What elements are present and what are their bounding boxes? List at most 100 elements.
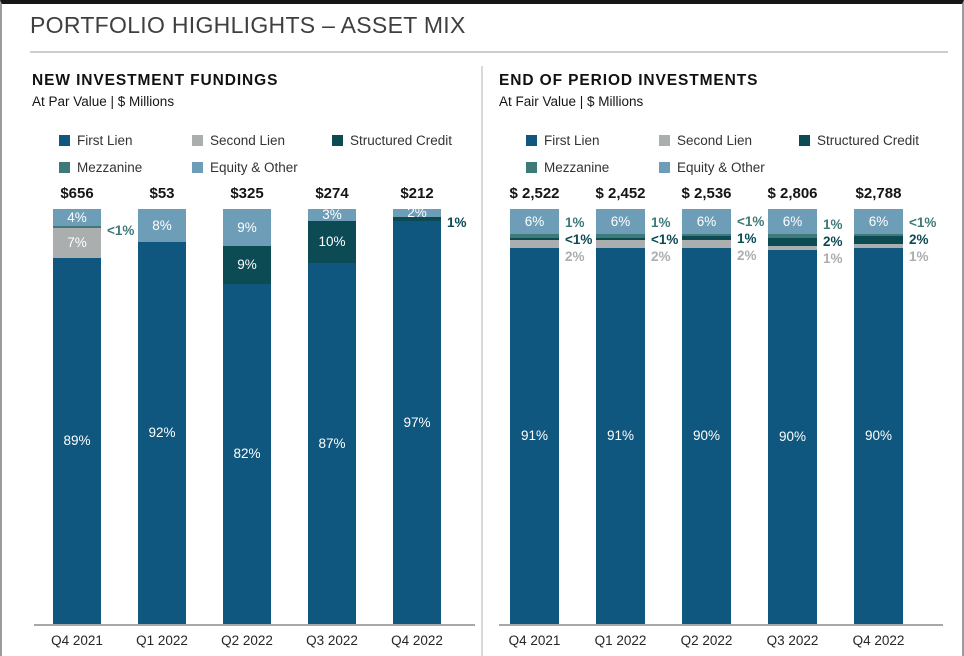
x-axis-label: Q4 2021 [51,633,103,648]
chart-title: END OF PERIOD INVESTMENTS [499,72,759,89]
bar-segment-structured-credit [854,235,903,244]
segment-label: 87% [318,435,346,451]
bar-segment-first-lien: 91% [596,247,645,624]
legend-item-first-lien: First Lien [59,133,133,148]
stacked-bar-q3-2022: 6% 90% [768,209,817,624]
bar-segment-mezzanine [510,233,559,239]
panel-end-of-period-investments: END OF PERIOD INVESTMENTS At Fair Value … [499,66,962,656]
segment-annotation-structured-credit: 2% [909,232,929,248]
bar-total-label: $ 2,536 [681,185,732,202]
segment-label: 10% [318,234,346,250]
legend-swatch-icon [526,135,537,146]
bar-segment-equity-other: 2% [393,206,441,219]
segment-label: 6% [782,213,803,229]
bar-segment-equity-other: 6% [768,209,817,234]
legend-label: First Lien [544,133,600,148]
legend-item-second-lien: Second Lien [659,133,752,148]
bar-segment-equity-other: 6% [854,209,903,234]
bar-segment-mezzanine [53,225,101,229]
legend-item-equity-other: Equity & Other [192,160,298,175]
segment-label: 89% [63,433,91,448]
segment-annotation-second-lien: 2% [565,248,585,264]
plot-area: 6% 91% $ 2,522 Q4 2021 1% <1% 2% 6% 91% $ 2,452 Q1… [499,185,962,648]
legend-item-mezzanine: Mezzanine [526,160,609,175]
bar-segment-first-lien: 90% [768,250,817,624]
legend-label: Equity & Other [677,160,765,175]
legend-item-equity-other: Equity & Other [659,160,765,175]
stacked-bar-q2-2022: 9% 9% 82% [223,209,271,624]
bar-segment-second-lien [596,239,645,248]
legend-label: Mezzanine [544,160,610,175]
segment-annotation-mezzanine: <1% [909,215,937,231]
segment-label: 3% [322,207,342,223]
bar-segment-structured-credit: 9% [223,246,271,284]
segment-label: 6% [524,213,545,229]
x-axis-label: Q2 2022 [680,633,733,648]
bar-segment-second-lien [682,239,731,248]
segment-annotation-structured-credit: <1% [651,231,679,247]
bar-segment-first-lien: 82% [223,283,271,624]
legend: First Lien Second Lien Structured Credit Me… [499,133,962,185]
bar-total-label: $53 [149,185,175,202]
legend-swatch-icon [332,135,343,146]
segment-annotation-structured-credit: <1% [565,231,593,247]
segment-annotation-mezzanine: <1% [737,213,765,229]
legend-swatch-icon [59,162,70,173]
segment-label: 91% [520,428,549,444]
plot-area: 4% 7% 89% $656 Q4 2021 <1% 8% 92% $53 Q1 2022 9% 9%… [32,185,480,648]
segment-label: 90% [864,428,893,444]
segment-label: 92% [148,425,176,441]
segment-annotation-second-lien: 2% [651,248,671,264]
segment-annotation-structured-credit: 1% [737,230,757,246]
bar-segment-mezzanine [854,233,903,236]
legend: First Lien Second Lien Structured Credit Me… [32,133,480,185]
segment-label: 8% [152,217,172,233]
bar-segment-mezzanine [682,233,731,236]
chart-subtitle: At Par Value | $ Millions [32,94,175,109]
bar-segment-second-lien [768,246,817,251]
bar-segment-first-lien: 90% [854,247,903,624]
bar-segment-structured-credit [510,238,559,240]
stacked-bar-q1-2022: 8% 92% [138,209,186,624]
bar-total-label: $274 [315,185,349,202]
chart-subtitle: At Fair Value | $ Millions [499,94,644,109]
segment-label: 82% [233,446,261,462]
legend-label: Second Lien [210,133,286,148]
stacked-bar-q4-2021: 4% 7% 89% [53,209,101,624]
x-axis-label: Q3 2022 [766,633,819,648]
stacked-bar-q3-2022: 3% 10% 87% [308,207,356,624]
segment-annotation-structured-credit: 1% [447,215,467,231]
panel-divider [481,66,483,656]
legend-label: Mezzanine [77,160,143,175]
segment-label: 7% [67,235,87,251]
segment-label: 9% [237,219,257,235]
page-title: PORTFOLIO HIGHLIGHTS – ASSET MIX [30,12,466,38]
legend-swatch-icon [192,135,203,146]
segment-annotation-second-lien: 1% [823,251,843,267]
legend-label: Structured Credit [350,133,453,148]
bar-segment-second-lien: 7% [53,228,101,258]
legend-swatch-icon [59,135,70,146]
bar-segment-mezzanine [768,233,817,239]
legend-label: Structured Credit [817,133,920,148]
bar-segment-equity-other: 6% [510,209,559,234]
x-axis-label: Q3 2022 [306,633,358,648]
segment-annotation-mezzanine: 1% [565,214,585,230]
segment-label: 6% [868,213,889,229]
bar-total-label: $656 [60,185,94,202]
bar-segment-structured-credit: 10% [308,221,356,263]
x-axis-line [499,624,943,626]
title-divider [30,51,948,53]
bar-segment-second-lien [510,239,559,248]
segment-label: 97% [403,414,431,430]
legend-item-structured-credit: Structured Credit [799,133,919,148]
legend-label: Second Lien [677,133,753,148]
bar-segment-equity-other: 6% [596,209,645,234]
x-axis-label: Q4 2022 [852,633,905,648]
bar-segment-equity-other: 3% [308,207,356,223]
bar-total-label: $ 2,806 [767,185,818,202]
legend-swatch-icon [192,162,203,173]
bar-segment-first-lien: 90% [682,247,731,624]
bar-segment-first-lien: 87% [308,262,356,624]
